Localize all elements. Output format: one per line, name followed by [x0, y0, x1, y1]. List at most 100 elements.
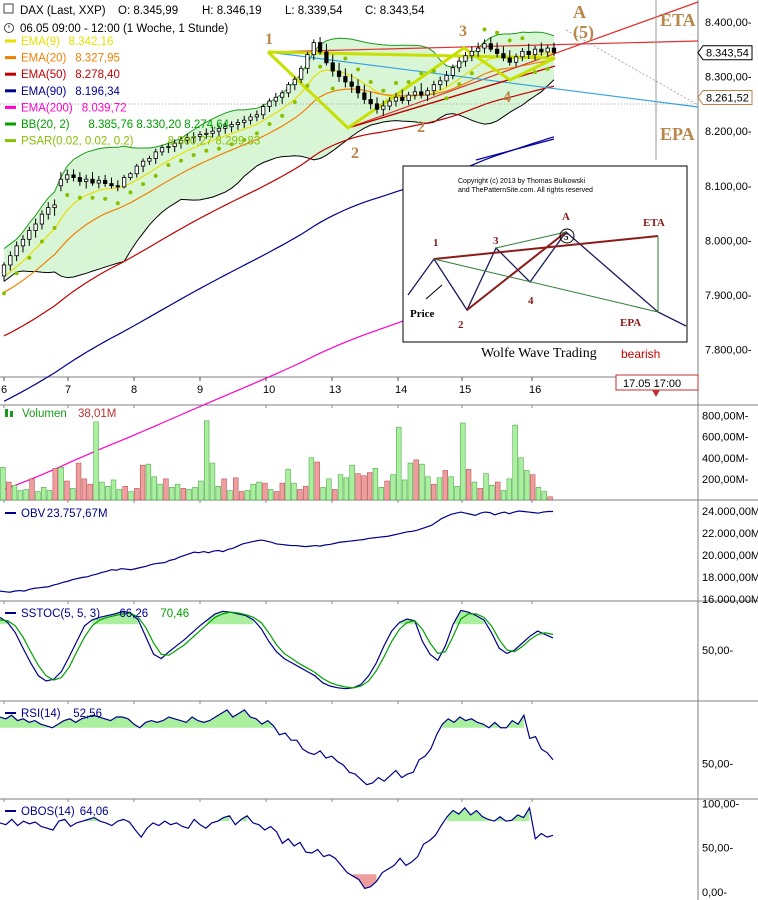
candle-body [336, 70, 342, 77]
inset-label-1: 1 [433, 237, 439, 249]
candle-body [33, 223, 38, 231]
volume-bar [460, 422, 466, 501]
psar-dot [141, 182, 146, 187]
volume-bar [291, 482, 297, 501]
legend-value: 8.039,72 [82, 102, 127, 114]
bb-lower [3, 79, 555, 282]
rsi-overbought-fill [0, 709, 274, 728]
ohlc-low: L: 8.339,54 [285, 5, 343, 17]
inset-copyright: Copyright (c) 2013 by Thomas Bulkowski [458, 178, 586, 185]
volume-bar [349, 464, 355, 501]
inset-label-eta: ETA [643, 217, 665, 229]
candle-body [330, 62, 335, 72]
wave-label: 2 [351, 145, 359, 162]
volume-bar [81, 478, 88, 501]
psar-dot [153, 173, 158, 178]
volume-bar [52, 468, 58, 501]
volume-bar [244, 490, 251, 501]
candle-body [374, 103, 380, 110]
psar-dot [267, 122, 272, 127]
volume-bar [134, 488, 140, 501]
date-tick-label: 14 [395, 384, 407, 396]
date-tick-label: 9 [197, 384, 203, 396]
price-tag-box [697, 90, 753, 106]
volume-bar [11, 484, 18, 501]
psar-dot [520, 36, 525, 41]
psar-dot [533, 70, 538, 75]
panel-name: SSTOC(5, 5, 3) [21, 608, 100, 620]
candle-body [1, 264, 7, 277]
candle-body [362, 92, 367, 100]
price-tick-label: 8.400,00- [705, 17, 752, 29]
psar-dot [507, 38, 512, 43]
trendline-blue-short [475, 138, 555, 161]
price-tick-label: 8.000,00- [705, 235, 752, 247]
volume-bar [337, 474, 344, 501]
price-tick-label: 7.800,00- [705, 345, 752, 357]
candle-body [248, 116, 253, 121]
volume-bar [378, 487, 384, 501]
wave-label: ETA [660, 10, 696, 30]
volume-bar [390, 474, 396, 501]
candle-body [469, 50, 474, 57]
candle-body [425, 90, 430, 96]
volume-bar [465, 469, 472, 501]
candle-body [223, 126, 228, 129]
candle-body [204, 132, 209, 135]
candle-body [368, 99, 373, 105]
volume-bar [366, 472, 373, 501]
candle-body [311, 42, 316, 56]
candle-body [450, 67, 455, 76]
candle-body [185, 137, 190, 141]
volume-bar [535, 487, 542, 501]
time-tag-label: 17.05 17:00 [623, 378, 681, 390]
inset-label-epa: EPA [620, 317, 641, 329]
volume-bar [64, 480, 70, 501]
obv-panel: 24.000,00M- 22.000,00M- 20.000,00M- 18.000,… [0, 506, 758, 606]
inset-price-pointer [425, 284, 443, 300]
psar-dot [166, 163, 171, 168]
candle-body [20, 238, 26, 247]
volume-bar [233, 477, 239, 501]
panel-value: 38,01M [78, 408, 116, 420]
psar-dot [216, 146, 221, 151]
trendline-2-a [347, 1, 699, 129]
panel-tick-label: 22.000,00M- [702, 528, 758, 540]
psar-dot [179, 158, 184, 163]
candle-body [482, 43, 487, 49]
wave-label: 1 [265, 31, 273, 48]
obos-oversold-fill [352, 874, 377, 889]
volume-bar [40, 487, 47, 501]
volume-bar [489, 484, 495, 501]
legend-label: EMA(200) [21, 102, 73, 114]
candle-body [305, 54, 310, 69]
volume-bar [297, 489, 303, 501]
volume-bar [221, 478, 227, 501]
inset-label-a: A [562, 211, 570, 223]
volume-bar [361, 475, 367, 501]
volume-bar [372, 468, 379, 501]
candle-body [545, 47, 550, 53]
volume-bar [87, 483, 93, 501]
volume-bar [128, 491, 134, 501]
wave-label: A [573, 2, 586, 22]
date-tick-label: 15 [459, 384, 471, 396]
panel-tick-label: 200,00M- [702, 474, 749, 486]
legend-value: 8.342,16 [69, 36, 114, 48]
volume-bar [483, 473, 489, 501]
candle-body [431, 84, 437, 92]
volume-bar [524, 470, 530, 501]
panel-value: 64,06 [80, 806, 109, 818]
instrument-title: DAX (Last, XXP) [20, 5, 106, 17]
volume-bar [105, 486, 111, 501]
volume-bar [75, 462, 82, 501]
psar-dot [431, 69, 436, 74]
volume-bar [116, 489, 122, 501]
panel-tick-label: 400,00M- [702, 453, 749, 465]
wave-label: 2 [417, 119, 425, 136]
volume-bar [314, 461, 320, 501]
panel-tick-label: 100,00- [702, 798, 740, 810]
price-tick-label: 8.100,00- [705, 181, 752, 193]
volume-panel: 800,00M- 600,00M- 400,00M- 200,00M- Volumen 3… [0, 405, 749, 802]
